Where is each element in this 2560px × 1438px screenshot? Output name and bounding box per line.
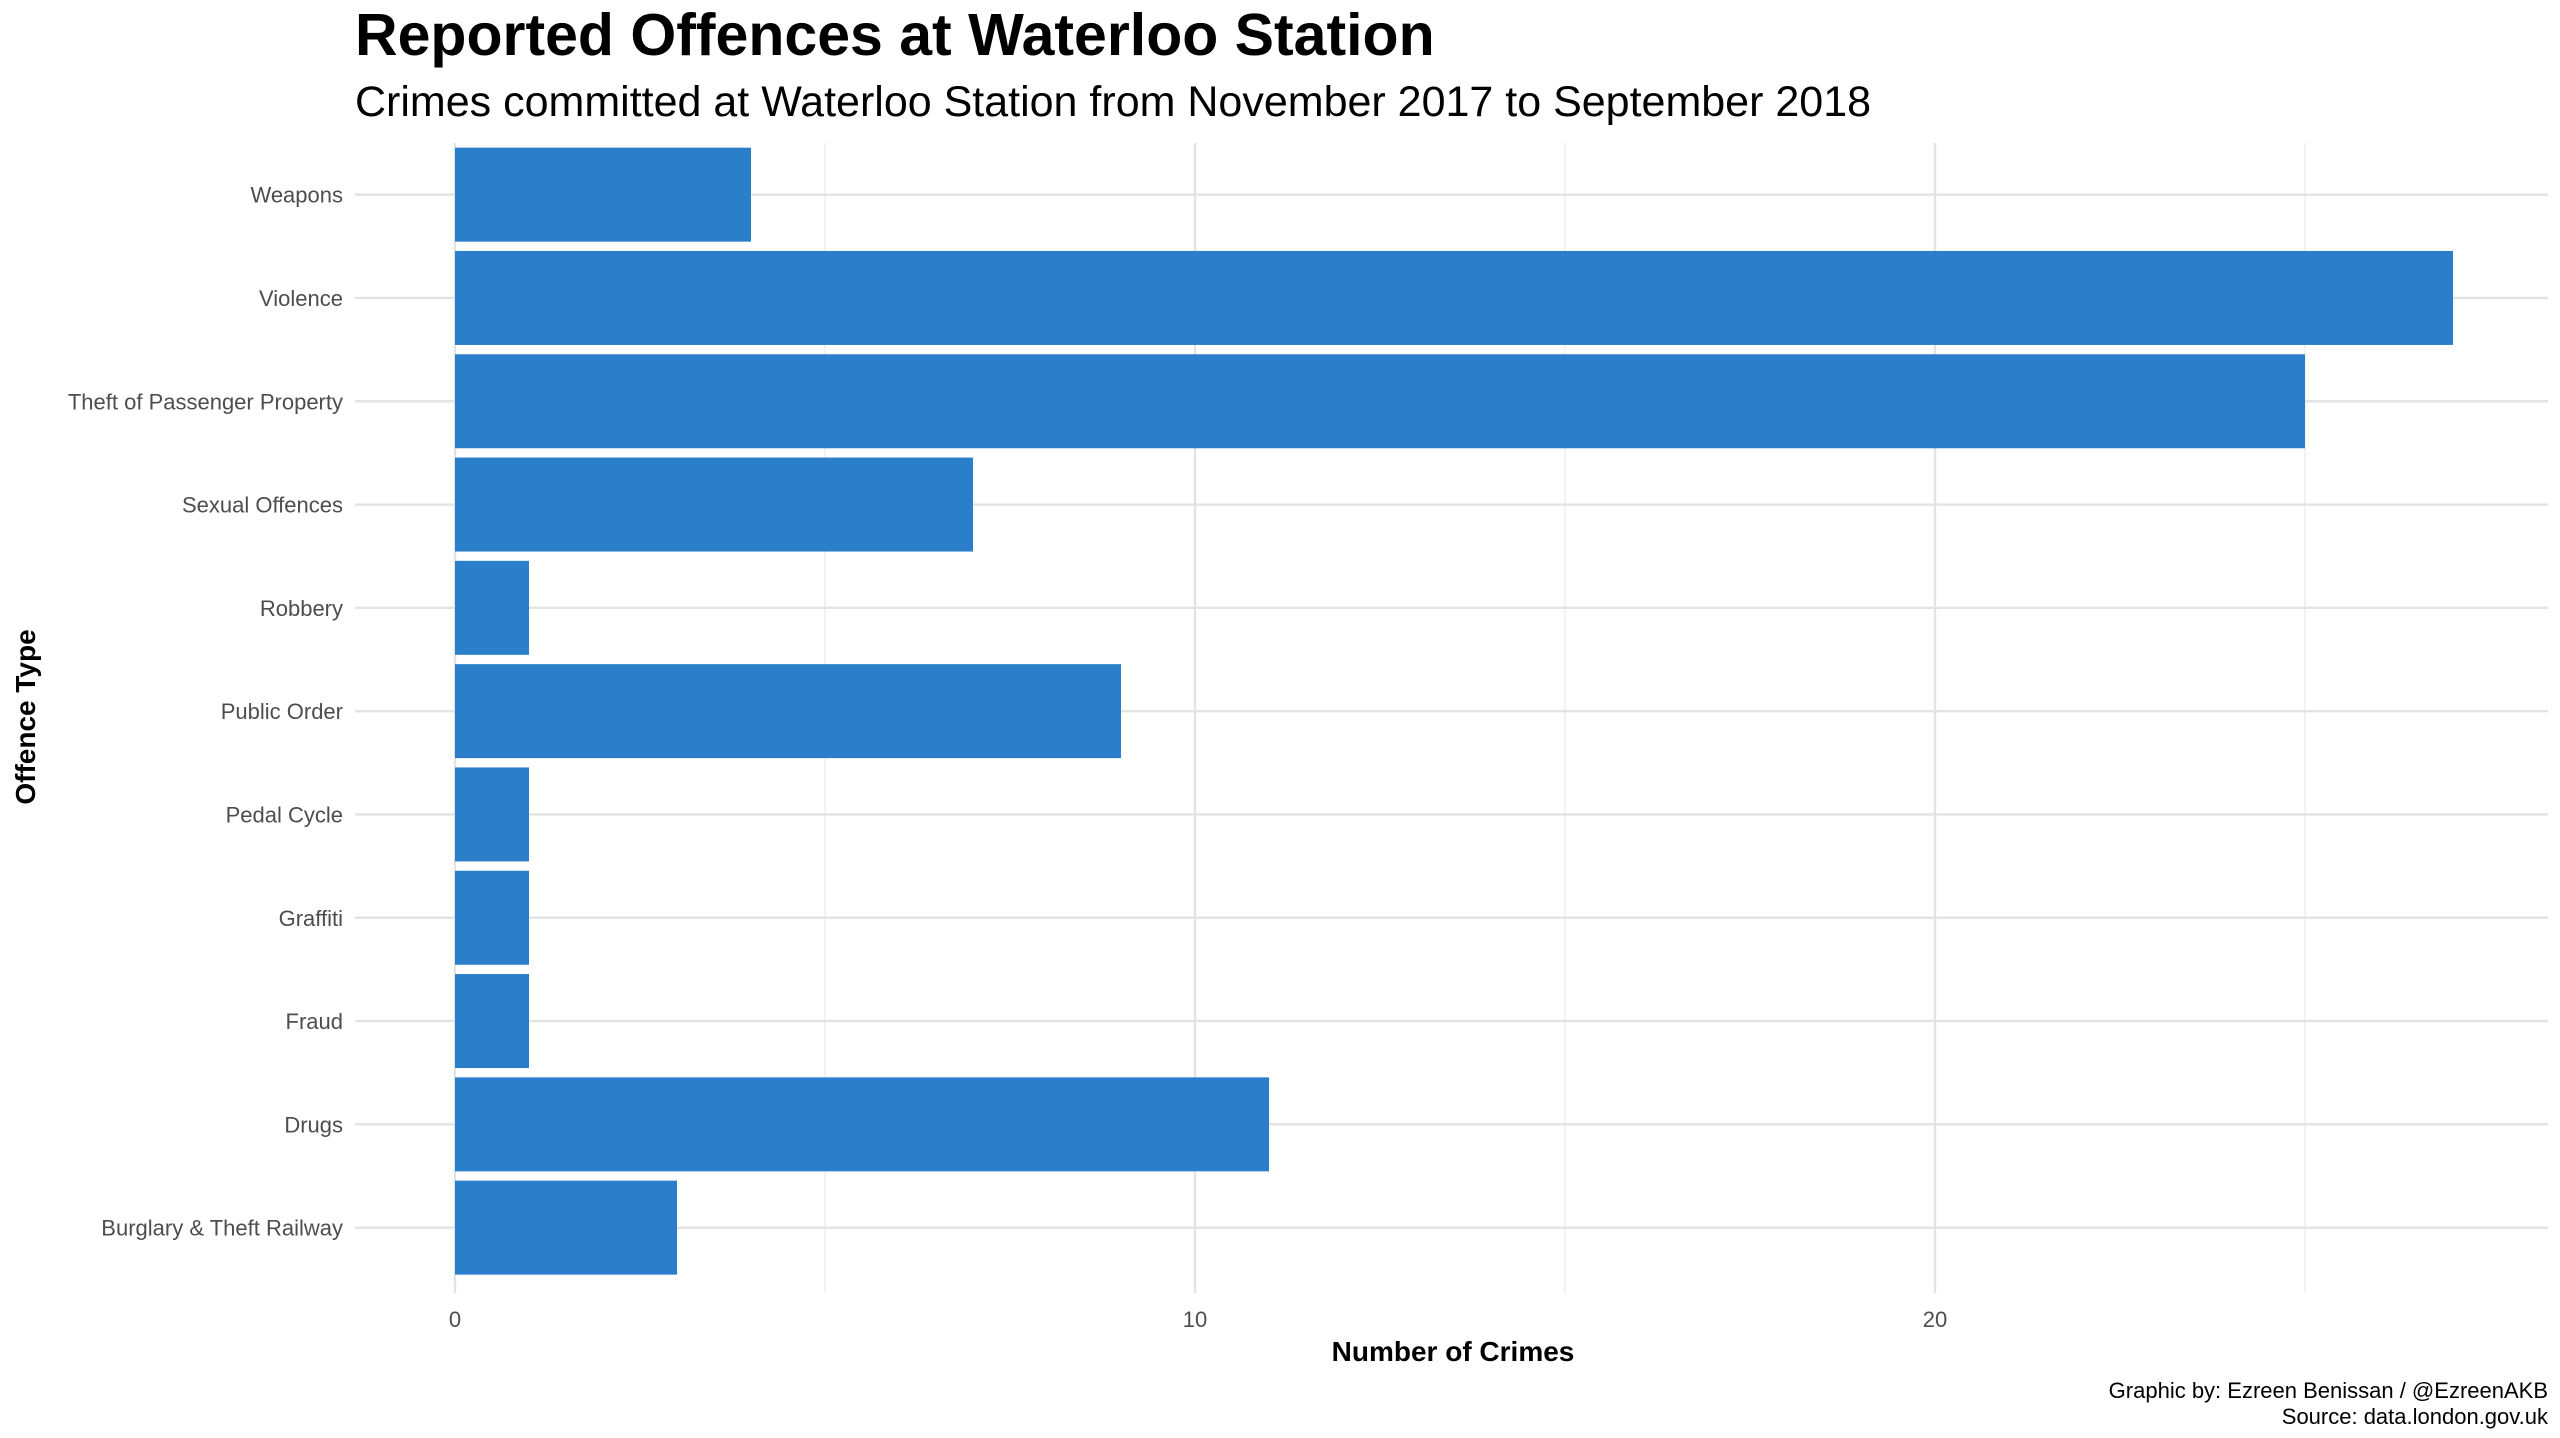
bars	[455, 147, 2453, 1275]
bar-sexual-offences	[455, 457, 973, 552]
x-tick-label: 0	[449, 1307, 461, 1332]
y-tick-label: Burglary & Theft Railway	[101, 1216, 343, 1241]
x-tick-labels: 0 10 20	[449, 1307, 1947, 1332]
bar-pedal-cycle	[455, 767, 529, 862]
y-tick-label: Theft of Passenger Property	[68, 389, 343, 414]
caption-source: Source: data.london.gov.uk	[2282, 1404, 2549, 1429]
x-axis-title: Number of Crimes	[1332, 1336, 1575, 1367]
bar-weapons	[455, 147, 751, 242]
y-tick-label: Weapons	[250, 183, 343, 208]
y-tick-label: Fraud	[286, 1009, 343, 1034]
y-tick-label: Pedal Cycle	[226, 802, 343, 827]
bar-drugs	[455, 1077, 1269, 1172]
y-tick-label: Drugs	[284, 1112, 343, 1137]
bar-burglary-theft-railway	[455, 1180, 677, 1275]
bar-violence	[455, 250, 2453, 345]
y-tick-label: Violence	[259, 286, 343, 311]
chart-title: Reported Offences at Waterloo Station	[355, 2, 1435, 68]
y-tick-label: Graffiti	[279, 906, 343, 931]
bar-graffiti	[455, 870, 529, 965]
chart-subtitle: Crimes committed at Waterloo Station fro…	[355, 78, 1871, 126]
bar-fraud	[455, 974, 529, 1069]
x-tick-label: 20	[1923, 1307, 1947, 1332]
bar-theft-of-passenger-property	[455, 354, 2305, 449]
bar-public-order	[455, 664, 1121, 759]
y-axis-title: Offence Type	[10, 629, 41, 804]
y-tick-labels: Burglary & Theft Railway Drugs Fraud Graffi…	[68, 183, 343, 1241]
bar-robbery	[455, 560, 529, 655]
x-tick-label: 10	[1183, 1307, 1207, 1332]
y-tick-label: Robbery	[260, 596, 343, 621]
caption-credit: Graphic by: Ezreen Benissan / @EzreenAKB	[2109, 1378, 2548, 1403]
y-tick-label: Public Order	[221, 699, 343, 724]
y-tick-label: Sexual Offences	[182, 493, 343, 518]
